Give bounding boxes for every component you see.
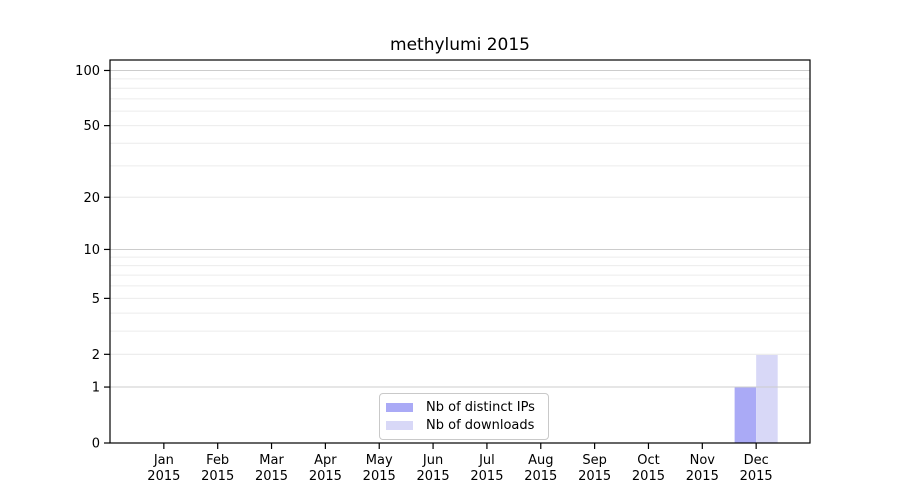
x-tick-label-year: 2015 [201, 469, 234, 484]
legend-swatch-downloads [386, 421, 413, 430]
x-tick-label-year: 2015 [740, 469, 773, 484]
x-tick-label-year: 2015 [686, 469, 719, 484]
x-tick-label-year: 2015 [309, 469, 342, 484]
x-tick-label-month: Jul [478, 453, 495, 468]
bar-distinct-ips [734, 387, 757, 443]
x-tick-label-year: 2015 [147, 469, 180, 484]
legend-label-downloads: Nb of downloads [426, 418, 535, 433]
x-tick-label-year: 2015 [363, 469, 396, 484]
legend-swatch-distinct-ips [386, 403, 413, 412]
y-tick-label: 100 [75, 64, 100, 79]
legend: Nb of distinct IPs Nb of downloads [379, 393, 549, 440]
chart-title: methylumi 2015 [390, 35, 530, 55]
x-tick-label-month: Aug [528, 453, 553, 468]
x-tick-label-year: 2015 [578, 469, 611, 484]
x-tick-label-year: 2015 [524, 469, 557, 484]
x-tick-label-month: Dec [744, 453, 769, 468]
bar-downloads [756, 354, 778, 443]
x-tick-label-month: Jun [422, 453, 443, 468]
x-tick-label-month: Apr [314, 453, 337, 468]
y-tick-label: 50 [83, 119, 100, 134]
x-tick-label-year: 2015 [417, 469, 450, 484]
legend-entry-downloads: Nb of downloads [386, 417, 535, 434]
legend-entry-distinct-ips: Nb of distinct IPs [386, 399, 535, 416]
x-tick-label-month: May [366, 453, 393, 468]
plot-border [109, 59, 811, 444]
x-tick-label-year: 2015 [632, 469, 665, 484]
x-tick-label-month: Sep [582, 453, 607, 468]
x-tick-label-year: 2015 [470, 469, 503, 484]
y-tick-label: 1 [92, 381, 100, 396]
y-tick-label: 10 [83, 243, 100, 258]
y-tick-label: 2 [92, 348, 100, 363]
x-tick-label-year: 2015 [255, 469, 288, 484]
y-tick-label: 0 [92, 437, 100, 452]
y-tick-label: 20 [83, 191, 100, 206]
legend-label-distinct-ips: Nb of distinct IPs [426, 400, 535, 415]
x-tick-label-month: Nov [690, 453, 716, 468]
y-tick-label: 5 [92, 292, 100, 307]
x-tick-label-month: Feb [206, 453, 229, 468]
x-tick-label-month: Mar [259, 453, 284, 468]
x-tick-label-month: Oct [637, 453, 659, 468]
x-tick-label-month: Jan [153, 453, 174, 468]
